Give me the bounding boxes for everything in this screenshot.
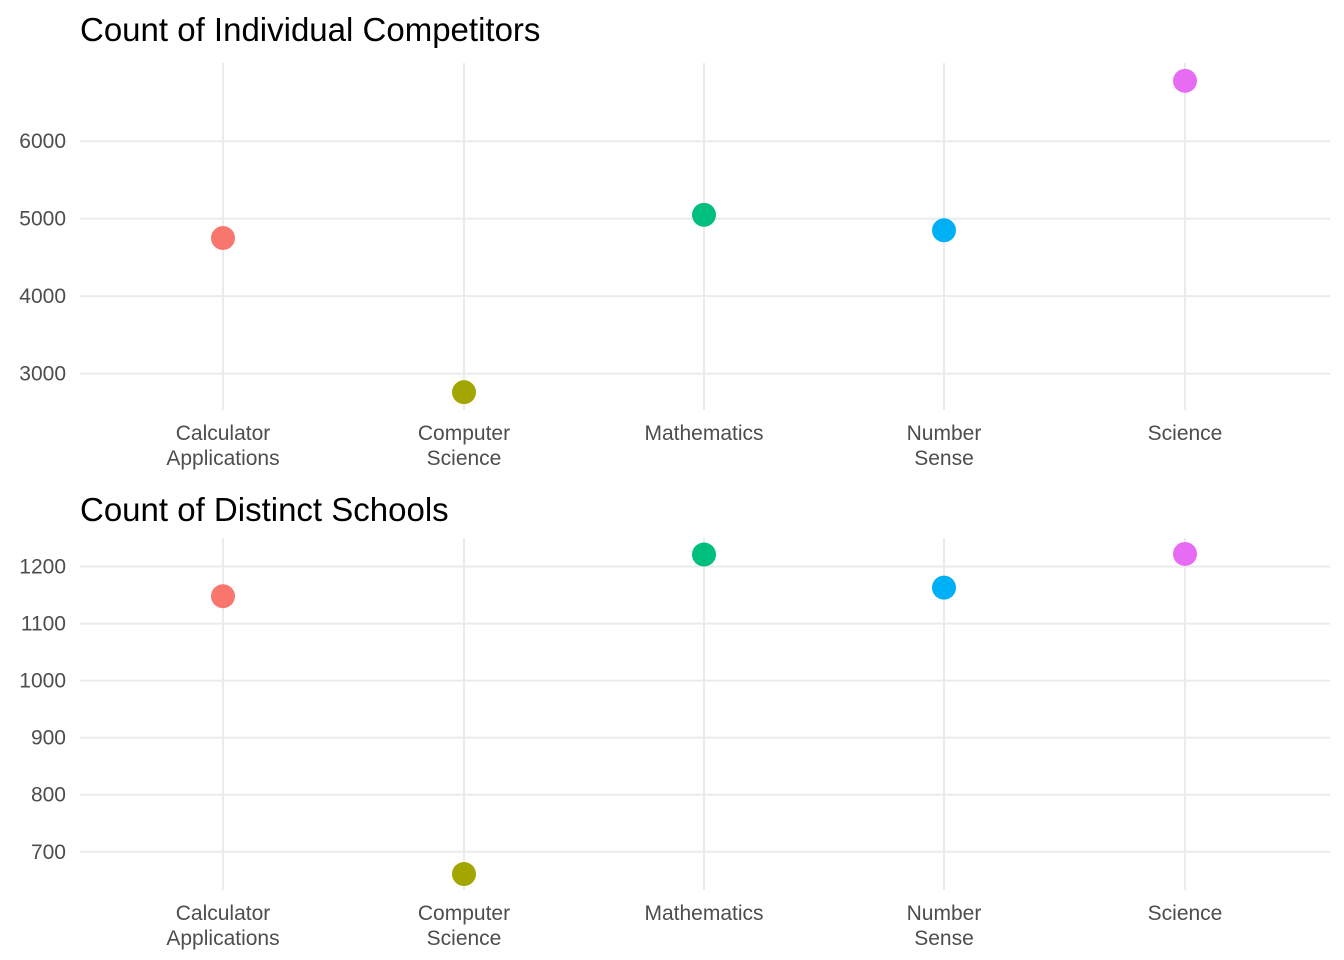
x-tick-label-line: Number: [907, 902, 982, 925]
y-tick-label: 800: [31, 784, 66, 807]
x-tick-label-line: Sense: [914, 447, 974, 470]
chart-title: Count of Individual Competitors: [80, 11, 540, 48]
y-tick-label: 5000: [19, 208, 66, 231]
x-tick-label-line: Computer: [418, 902, 510, 925]
data-point: [692, 542, 716, 567]
y-tick-label: 1000: [19, 670, 66, 693]
x-tick-label-line: Science: [1148, 422, 1223, 445]
x-tick-label: Computer Science: [418, 902, 510, 950]
data-point: [932, 218, 956, 243]
x-tick-label-line: Applications: [166, 447, 279, 470]
y-tick-label: 1100: [21, 613, 66, 636]
x-tick-label: Computer Science: [418, 422, 510, 470]
y-tick-label: 1200: [19, 556, 66, 579]
chart-title: Count of Distinct Schools: [80, 491, 449, 528]
data-point: [932, 575, 956, 600]
x-tick-label-line: Science: [1148, 902, 1223, 925]
y-tick-label: 6000: [19, 130, 66, 153]
gridlines: [80, 63, 1330, 410]
x-tick-label: Number Sense: [907, 902, 982, 950]
x-tick-label-line: Science: [427, 927, 502, 950]
x-tick-label: Calculator Applications: [166, 422, 279, 470]
x-tick-label-line: Calculator: [176, 422, 271, 445]
y-tick-label: 900: [31, 727, 66, 750]
data-point: [211, 584, 235, 609]
panel-distinct-schools: Count of Distinct Schools 700 800 900 1000 1…: [19, 491, 1330, 950]
panel-individual-competitors: Count of Individual Competitors 3000 4000…: [19, 11, 1330, 470]
y-tick-label: 700: [31, 841, 66, 864]
data-point: [1173, 541, 1197, 566]
data-point: [1173, 68, 1197, 93]
x-tick-label-line: Science: [427, 447, 502, 470]
x-tick-label: Science: [1148, 902, 1223, 925]
data-point: [211, 226, 235, 251]
x-tick-label-line: Number: [907, 422, 982, 445]
x-tick-label-line: Calculator: [176, 902, 271, 925]
data-point: [452, 380, 476, 405]
x-tick-label-line: Applications: [166, 927, 279, 950]
y-tick-label: 4000: [19, 285, 66, 308]
x-tick-label: Number Sense: [907, 422, 982, 470]
y-tick-label: 3000: [19, 363, 66, 386]
x-tick-label-line: Mathematics: [644, 902, 763, 925]
x-tick-label-line: Computer: [418, 422, 510, 445]
data-point: [452, 862, 476, 887]
x-tick-label: Calculator Applications: [166, 902, 279, 950]
x-tick-label: Science: [1148, 422, 1223, 445]
gridlines: [80, 538, 1330, 890]
x-tick-label-line: Sense: [914, 927, 974, 950]
data-point: [692, 202, 716, 227]
x-tick-label: Mathematics: [644, 422, 763, 445]
x-tick-label: Mathematics: [644, 902, 763, 925]
x-tick-label-line: Mathematics: [644, 422, 763, 445]
